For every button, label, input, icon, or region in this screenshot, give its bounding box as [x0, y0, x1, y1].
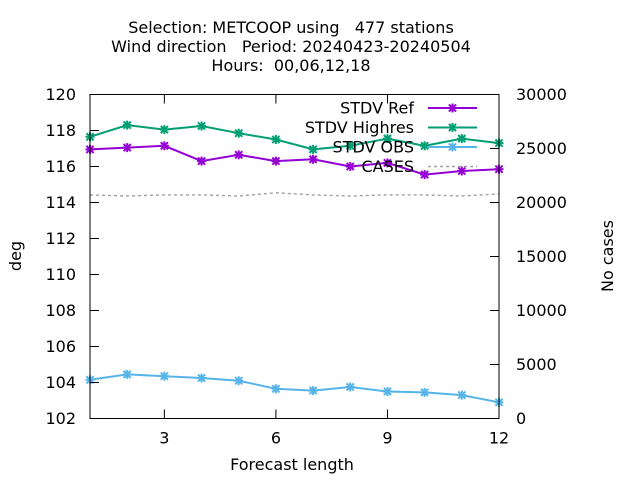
data-point-stdv-highres [420, 141, 430, 151]
legend-label-cases: CASES [361, 157, 414, 176]
y-axis-label: deg [6, 241, 25, 271]
y-tick-label: 120 [45, 85, 76, 104]
data-point-stdv-ref [382, 158, 392, 168]
legend-marker-stdv-highres [448, 123, 457, 132]
y-tick-label: 118 [45, 121, 76, 140]
y-tick-label: 108 [45, 301, 76, 320]
data-point-stdv-highres [122, 120, 132, 130]
y2-tick-label: 15000 [516, 247, 567, 266]
legend-label-stdv-ref: STDV Ref [340, 99, 414, 118]
data-point-stdv-obs [122, 369, 132, 379]
data-point-stdv-ref [345, 162, 355, 171]
data-point-stdv-ref [159, 141, 169, 151]
y2-tick-label: 5000 [516, 355, 557, 374]
data-point-stdv-obs [159, 371, 169, 381]
data-point-stdv-obs [197, 373, 207, 383]
data-point-stdv-ref [308, 154, 318, 164]
data-point-stdv-obs [420, 387, 430, 397]
y2-tick-label: 30000 [516, 85, 567, 104]
series-line-stdv-ref [89, 144, 500, 176]
legend-label-stdv-obs: STDV OBS [333, 138, 414, 157]
legend-marker-stdv-obs [448, 142, 457, 152]
series-line-cases [89, 192, 500, 197]
data-point-stdv-highres [234, 128, 244, 138]
y-tick-label: 112 [45, 229, 76, 248]
data-point-stdv-highres [271, 135, 281, 144]
x-tick-label: 6 [271, 429, 281, 448]
data-point-stdv-obs [234, 376, 244, 386]
series-line-stdv-obs [89, 373, 500, 404]
y2-axis-label: No cases [598, 220, 617, 292]
y-tick-label: 116 [45, 157, 76, 176]
y2-tick-label: 10000 [516, 301, 567, 320]
x-axis-label: Forecast length [230, 455, 354, 474]
data-point-stdv-highres [308, 144, 318, 154]
data-point-stdv-obs [271, 384, 281, 394]
title-line-2: Wind direction Period: 20240423-20240504 [111, 37, 471, 56]
data-point-stdv-ref [420, 170, 430, 180]
data-point-stdv-obs [308, 386, 318, 396]
y-tick-label: 104 [45, 373, 76, 392]
data-point-stdv-highres [382, 134, 392, 144]
title-line-3: Hours: 00,06,12,18 [211, 56, 371, 75]
y-tick-label: 102 [45, 409, 76, 428]
x-tick-label: 9 [382, 429, 392, 448]
data-point-stdv-ref [234, 150, 244, 160]
data-point-stdv-ref [122, 143, 132, 153]
data-point-stdv-obs [382, 387, 392, 396]
y2-tick-label: 0 [516, 409, 526, 428]
series-line-stdv-highres [89, 124, 500, 151]
data-point-stdv-obs [457, 390, 467, 400]
data-point-stdv-highres [457, 134, 467, 144]
y2-tick-label: 20000 [516, 193, 567, 212]
y-tick-label: 106 [45, 337, 76, 356]
y-tick-label: 114 [45, 193, 76, 212]
title-line-1: Selection: METCOOP using 477 stations [128, 18, 454, 37]
data-point-stdv-highres [197, 121, 207, 131]
data-point-stdv-ref [457, 166, 467, 176]
data-point-stdv-highres [159, 125, 169, 135]
data-point-stdv-ref [271, 156, 281, 166]
data-point-stdv-obs [345, 382, 355, 392]
y2-tick-label: 25000 [516, 139, 567, 158]
legend-marker-stdv-ref [448, 103, 457, 113]
y-tick-label: 110 [45, 265, 76, 284]
data-point-stdv-highres [345, 141, 355, 151]
x-tick-label: 12 [489, 429, 509, 448]
legend-label-stdv-highres: STDV Highres [305, 118, 414, 137]
x-tick-label: 3 [159, 429, 169, 448]
data-point-stdv-ref [197, 156, 207, 166]
